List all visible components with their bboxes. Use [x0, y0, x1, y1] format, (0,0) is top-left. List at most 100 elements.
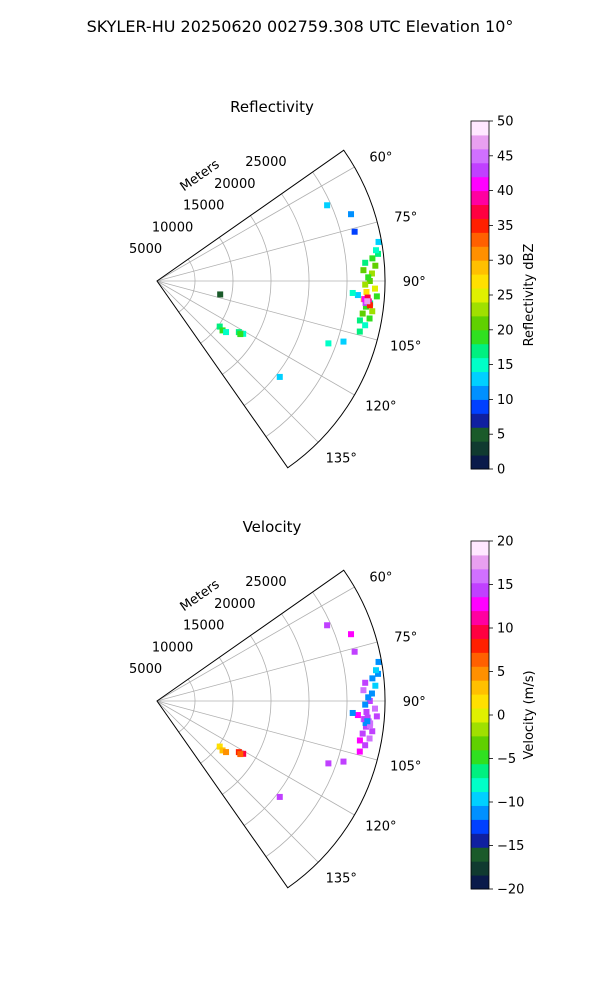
- colorbar-segment: [471, 847, 489, 862]
- data-cell: [368, 270, 375, 277]
- data-cell: [375, 250, 382, 257]
- azimuth-grid-line: [156, 641, 378, 702]
- data-cell: [366, 722, 373, 729]
- colorbar-segment: [471, 624, 489, 639]
- colorbar-label: Reflectivity dBZ: [522, 244, 537, 347]
- data-cell: [216, 743, 223, 750]
- data-cell: [365, 694, 372, 701]
- data-cell: [369, 728, 376, 735]
- data-cell: [372, 682, 379, 689]
- radial-grid-arc: [222, 215, 272, 375]
- azimuth-grid-line: [156, 280, 319, 443]
- radial-tick-label: 10000: [152, 220, 193, 235]
- data-cell: [356, 748, 363, 755]
- data-cell: [362, 303, 369, 310]
- colorbar-segment: [471, 666, 489, 681]
- colorbar-segment: [471, 568, 489, 584]
- colorbar-tick-label: 15: [497, 358, 514, 373]
- data-cell: [219, 327, 226, 334]
- azimuth-grid-line: [156, 700, 378, 761]
- colorbar-segment: [471, 315, 489, 331]
- data-cell: [373, 713, 380, 720]
- colorbar-segment: [471, 638, 489, 653]
- data-cell: [366, 315, 373, 322]
- colorbar-tick-label: 5: [497, 665, 505, 680]
- sector-frame: [156, 569, 386, 889]
- colorbar-segment: [471, 301, 489, 317]
- colorbar-segment: [471, 190, 489, 206]
- data-cell: [216, 323, 223, 330]
- colorbar-segment: [471, 861, 489, 876]
- colorbar-segment: [471, 805, 489, 820]
- colorbar-tick-label: −20: [497, 883, 524, 898]
- data-cell: [371, 285, 378, 292]
- colorbar-tick-label: 5: [497, 428, 505, 443]
- colorbar-tick-label: −5: [497, 752, 516, 767]
- azimuth-grid-line: [156, 700, 355, 816]
- colorbar-segment: [471, 357, 489, 373]
- colorbar-segment: [471, 708, 489, 723]
- colorbar-segment: [471, 413, 489, 428]
- radial-tick-label: 20000: [214, 177, 255, 192]
- colorbar-segment: [471, 246, 489, 261]
- radial-tick-label: 15000: [183, 199, 224, 214]
- data-cell: [324, 202, 331, 209]
- colorbar-tick-label: 10: [497, 622, 514, 637]
- colorbar-segment: [471, 441, 489, 456]
- data-cell: [276, 793, 283, 800]
- radial-tick-label: 10000: [152, 640, 193, 655]
- colorbar-label: Velocity (m/s): [522, 670, 537, 759]
- radial-tick-label: 25000: [245, 575, 286, 590]
- colorbar-segment: [471, 875, 489, 890]
- azimuth-tick-label: 90°: [403, 275, 426, 290]
- colorbar-tick-label: 20: [497, 323, 514, 338]
- data-cell: [223, 329, 230, 336]
- azimuth-grid-line: [156, 586, 355, 702]
- data-cell: [364, 294, 371, 301]
- data-cell: [237, 751, 244, 758]
- data-cell: [325, 340, 332, 347]
- data-cell: [360, 687, 367, 694]
- data-cell: [356, 737, 363, 744]
- colorbar-segment: [471, 596, 489, 612]
- colorbar-segment: [471, 288, 489, 303]
- azimuth-tick-label: 105°: [390, 340, 421, 355]
- data-cell: [363, 708, 370, 715]
- azimuth-tick-label: 90°: [403, 695, 426, 710]
- panel-title: Reflectivity: [230, 98, 314, 116]
- colorbar-tick-label: 15: [497, 578, 514, 593]
- colorbar-segment: [471, 121, 489, 136]
- colorbar-segment: [471, 399, 489, 414]
- colorbar-tick-label: 50: [497, 115, 514, 130]
- azimuth-tick-label: 120°: [365, 820, 396, 835]
- azimuth-tick-label: 60°: [369, 150, 392, 165]
- data-cell: [368, 690, 375, 697]
- colorbar-tick-label: 0: [497, 463, 505, 478]
- colorbar-segment: [471, 218, 489, 233]
- colorbar-segment: [471, 274, 489, 289]
- data-cell: [351, 228, 358, 235]
- data-cell: [373, 247, 380, 254]
- data-cell: [348, 631, 355, 638]
- colorbar-segment: [471, 343, 489, 359]
- data-cell: [362, 322, 369, 329]
- colorbar-segment: [471, 260, 489, 275]
- radial-grid-arc: [265, 591, 348, 857]
- data-cell: [217, 291, 224, 298]
- colorbar-segment: [471, 134, 489, 150]
- colorbar-segment: [471, 610, 489, 626]
- data-cell: [356, 328, 363, 335]
- data-cell: [324, 622, 331, 629]
- data-cell: [349, 709, 356, 716]
- data-cell: [237, 331, 244, 338]
- colorbar-segment: [471, 749, 489, 765]
- panel-velocity: Velocity 60° 75° 90° 105° 120° 135° 5000 10000 15…: [129, 518, 537, 898]
- data-cell: [362, 679, 369, 686]
- panel-title: Velocity: [243, 518, 302, 536]
- data-cell: [359, 730, 366, 737]
- data-cell: [340, 758, 347, 765]
- colorbar-segment: [471, 694, 489, 709]
- colorbar-tick-label: −15: [497, 839, 524, 854]
- data-cell: [375, 670, 382, 677]
